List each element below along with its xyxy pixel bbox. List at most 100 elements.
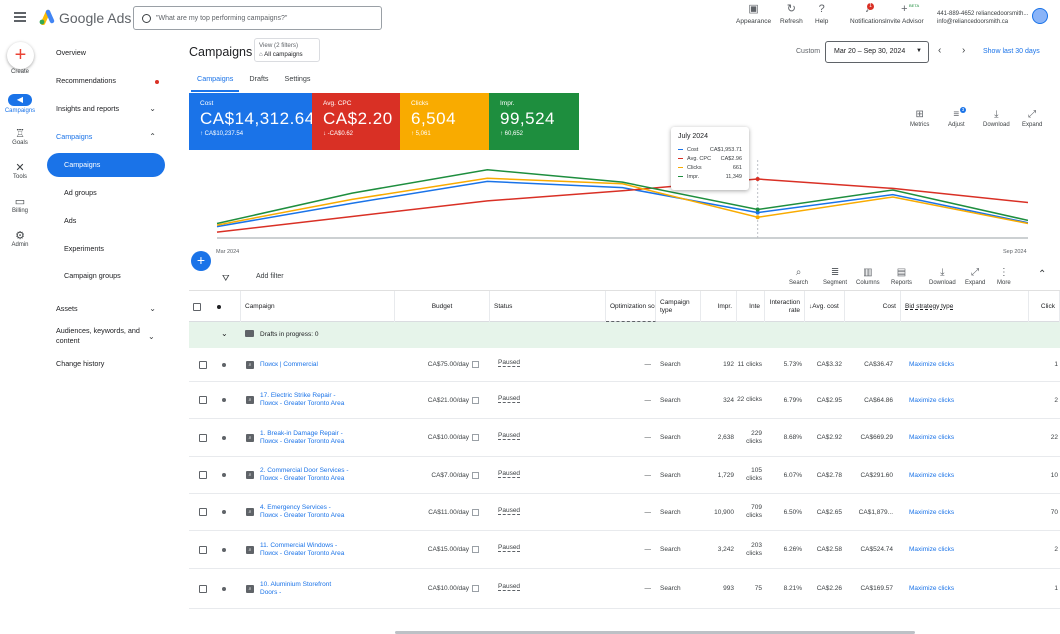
chart-icon[interactable] (472, 508, 479, 516)
campaign-name-link[interactable]: 10. Aluminium Storefront Doors - (260, 580, 332, 596)
add-filter-button[interactable]: Add filter (256, 273, 284, 280)
scorecard-impr[interactable]: Impr. 99,524 ↑ 60,652 (489, 93, 579, 150)
nav-campaigns-selected[interactable] (47, 153, 165, 177)
download-button[interactable]: ⤓ Download (983, 109, 1010, 128)
status-value[interactable]: Paused (498, 432, 521, 440)
menu-icon[interactable] (14, 12, 26, 22)
bid-strategy-link[interactable]: Maximize clicks (909, 585, 955, 592)
rail-campaigns[interactable]: ◀ Campaigns (0, 94, 40, 114)
table-row[interactable]: ⌕ 2. Commercial Door Services - Поиск - G… (189, 457, 1060, 494)
nav-overview[interactable]: Overview (56, 48, 86, 57)
rail-tools[interactable]: ✕ Tools (0, 161, 40, 180)
row-checkbox[interactable] (199, 545, 207, 554)
header-campaign-type[interactable]: Campaign type (656, 291, 701, 322)
header-clicks[interactable]: Click (1029, 291, 1060, 322)
header-avg-cost[interactable]: ↓ Avg. cost (805, 291, 845, 322)
campaign-name-link[interactable]: 17. Electric Strike Repair - Поиск - Gre… (260, 392, 345, 407)
row-checkbox[interactable] (199, 433, 207, 442)
bid-strategy-link[interactable]: Maximize clicks (909, 434, 955, 441)
nav-change-history[interactable]: Change history (56, 359, 105, 368)
header-budget[interactable]: Budget (395, 291, 490, 322)
show-last-30-days-link[interactable]: Show last 30 days (983, 48, 1040, 55)
scorecard-avgcpc[interactable]: Avg. CPC CA$2.20 ↓ -CA$0.62 (312, 93, 400, 150)
date-range-picker[interactable]: Mar 20 – Sep 30, 2024 ▼ (825, 41, 929, 63)
table-row[interactable]: ⌕ 17. Electric Strike Repair - Поиск - Gr… (189, 382, 1060, 419)
table-row[interactable]: ⌕ 10. Aluminium Storefront Doors - CA$10.0… (189, 569, 1060, 609)
view-selector[interactable]: View (2 filters) ⌂ All campaigns (254, 38, 320, 62)
help-button[interactable]: ? Help (815, 3, 828, 25)
table-segment-button[interactable]: ≣ Segment (823, 267, 847, 286)
invite-advisor-button[interactable]: + BETA Invite Advisor (885, 3, 924, 25)
nav-ad-groups[interactable]: Ad groups (64, 188, 97, 197)
adjust-button[interactable]: ≡ Adjust 3 (948, 107, 966, 128)
expand-button[interactable]: ⤢ Expand (1022, 109, 1042, 128)
status-value[interactable]: Paused (498, 394, 521, 403)
tab-drafts[interactable]: Drafts (249, 74, 269, 83)
nav-insights[interactable]: Insights and reports ⌄ (44, 104, 168, 113)
chart-icon[interactable] (472, 471, 479, 479)
prev-period-icon[interactable]: ‹ (938, 45, 942, 56)
rail-billing[interactable]: ▭ Billing (0, 195, 40, 214)
header-optimization-score[interactable]: Optimization score (606, 291, 656, 322)
filter-icon[interactable]: ⛛ (222, 273, 230, 283)
table-columns-button[interactable]: ▥ Columns (856, 267, 880, 286)
select-all-checkbox[interactable] (193, 302, 201, 311)
scorecard-cost[interactable]: Cost CA$14,312.64 ↑ CA$10,237.54 (189, 93, 314, 150)
bid-strategy-link[interactable]: Maximize clicks (909, 508, 955, 516)
refresh-button[interactable]: ↻ Refresh (780, 3, 803, 25)
nav-ads[interactable]: Ads (64, 216, 77, 225)
status-value[interactable]: Paused (498, 544, 521, 552)
rail-admin[interactable]: ⚙ Admin (0, 229, 40, 248)
row-checkbox[interactable] (199, 396, 207, 404)
campaign-name-link[interactable]: 11. Commercial Windows - Поиск - Greater… (260, 541, 345, 557)
table-row[interactable]: ⌕ Поиск | Commercial CA$75.00/day Paused — Se… (189, 348, 1060, 382)
nav-recommendations[interactable]: Recommendations (44, 76, 168, 85)
header-status[interactable]: Status (490, 291, 606, 322)
row-checkbox[interactable] (199, 584, 207, 593)
nav-audiences[interactable]: Audiences, keywords, and content (44, 326, 144, 346)
table-more-button[interactable]: ⋮ More (997, 267, 1011, 286)
tab-campaigns[interactable]: Campaigns (197, 74, 234, 83)
table-search-button[interactable]: ⌕ Search (789, 267, 808, 286)
drafts-row[interactable]: ⌄ Drafts in progress: 0 (189, 322, 1060, 348)
nav-campaigns[interactable]: Campaigns (64, 160, 101, 169)
table-reports-button[interactable]: ▤ Reports (891, 267, 912, 286)
row-checkbox[interactable] (199, 508, 207, 516)
avatar[interactable] (1032, 8, 1048, 24)
table-row[interactable]: ⌕ 1. Break-in Damage Repair - Поиск - Gre… (189, 419, 1060, 457)
bid-strategy-link[interactable]: Maximize clicks (909, 471, 955, 479)
header-interactions[interactable]: Inte (737, 291, 765, 322)
metrics-button[interactable]: ⊞ Metrics (910, 109, 929, 128)
chart-icon[interactable] (472, 434, 479, 441)
create-button[interactable]: + (7, 42, 34, 69)
bid-strategy-link[interactable]: Maximize clicks (909, 546, 955, 553)
header-cost[interactable]: Cost (845, 291, 901, 322)
scorecard-clicks[interactable]: Clicks 6,504 ↑ 5,061 (400, 93, 489, 150)
header-interaction-rate[interactable]: Interaction rate (765, 291, 805, 322)
rail-goals[interactable]: ♖ Goals (0, 127, 40, 146)
next-period-icon[interactable]: › (962, 45, 966, 56)
search-input[interactable]: "What are my top performing campaigns?" (133, 6, 382, 30)
chart-icon[interactable] (472, 546, 479, 553)
nav-assets[interactable]: Assets ⌄ (44, 304, 168, 313)
row-checkbox[interactable] (199, 471, 207, 479)
chart-icon[interactable] (472, 361, 479, 368)
table-expand-button[interactable]: ⤢ Expand (965, 267, 985, 286)
status-value[interactable]: Paused (498, 359, 521, 367)
status-value[interactable]: Paused (498, 583, 521, 591)
campaign-name-link[interactable]: 2. Commercial Door Services - Поиск - Gr… (260, 467, 349, 482)
bid-strategy-link[interactable]: Maximize clicks (909, 396, 955, 404)
appearance-button[interactable]: ▣ Appearance (736, 3, 771, 25)
status-value[interactable]: Paused (498, 469, 521, 478)
campaign-name-link[interactable]: 1. Break-in Damage Repair - Поиск - Grea… (260, 429, 345, 445)
bid-strategy-link[interactable]: Maximize clicks (909, 361, 955, 368)
header-bid-strategy[interactable]: Bid strategy type (901, 291, 1029, 322)
add-campaign-button[interactable]: + (191, 251, 211, 271)
nav-campaign-groups[interactable]: Campaign groups (64, 271, 121, 280)
tab-settings[interactable]: Settings (284, 74, 311, 83)
chart-icon[interactable] (472, 585, 479, 592)
chevron-down-icon[interactable]: ⌄ (221, 329, 228, 338)
collapse-icon[interactable]: ⌃ (1038, 269, 1047, 280)
nav-experiments[interactable]: Experiments (64, 244, 104, 253)
